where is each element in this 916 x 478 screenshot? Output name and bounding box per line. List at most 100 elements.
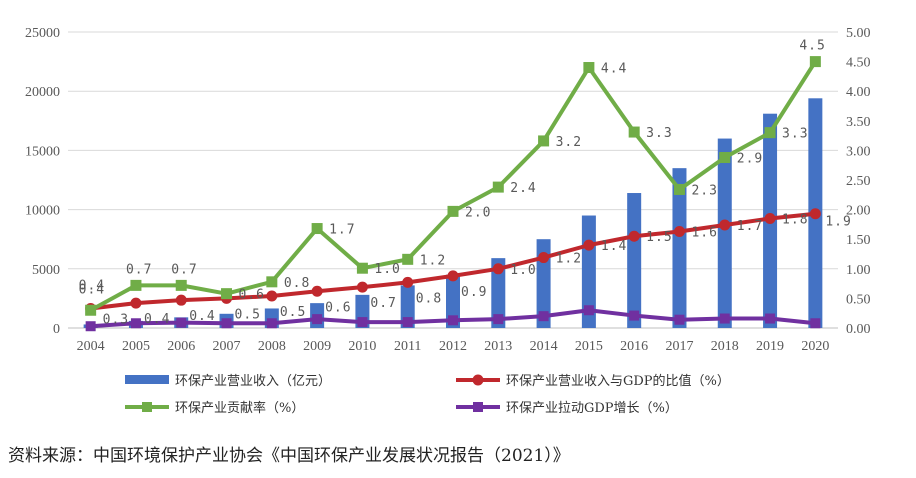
contribution-marker: [673, 183, 685, 195]
ratio-marker: [356, 281, 368, 293]
x-tick-label: 2004: [77, 339, 105, 354]
contribution-label: 2.9: [737, 152, 763, 167]
ratio-label: 1.7: [737, 219, 763, 234]
y-axis-left: 0 5000 10000 15000 20000 25000: [25, 26, 60, 337]
series-markers: [85, 56, 821, 332]
ratio-label: 0.4: [144, 312, 170, 327]
y-right-tick-label: 4.00: [846, 85, 871, 100]
contribution-marker: [85, 304, 97, 316]
x-axis: 2004 2005 2006 2007 2008 2009 2010 2011 2012 2013…: [77, 339, 830, 354]
x-tick-label: 2015: [575, 339, 603, 354]
revenue-bar: [446, 274, 460, 328]
y-right-tick-label: 0.00: [846, 322, 871, 337]
contribution-marker: [719, 152, 731, 164]
revenue-bar: [491, 258, 506, 328]
gdp-pull-marker: [583, 305, 594, 316]
gdp-pull-marker: [765, 313, 776, 324]
data-labels: 0.4 0.7 0.7 0.6 0.8 1.7 1.0 1.2 2.0 2.4 3.2 4.4 3.3 2…: [79, 39, 851, 328]
contribution-label: 3.3: [782, 127, 808, 142]
legend-label: 环保产业营业收入（亿元）: [175, 374, 331, 389]
ratio-marker: [447, 270, 459, 282]
y-left-tick-label: 15000: [25, 144, 60, 159]
ratio-label: 0.4: [79, 279, 105, 294]
revenue-bar: [627, 193, 642, 328]
contribution-label: 1.0: [374, 262, 400, 277]
contribution-label: 2.0: [465, 205, 491, 220]
contribution-marker: [447, 205, 459, 217]
contribution-label: 3.3: [646, 126, 672, 141]
contribution-label: 2.3: [691, 183, 717, 198]
contribution-marker: [628, 126, 640, 138]
ratio-label: 1.4: [601, 239, 627, 254]
revenue-bar: [672, 168, 687, 328]
contribution-marker: [583, 62, 595, 74]
contribution-marker: [764, 127, 776, 139]
ratio-marker: [719, 219, 731, 231]
contribution-label: 0.8: [284, 276, 310, 291]
ratio-label: 0.5: [280, 305, 306, 320]
legend-label: 环保产业拉动GDP增长（%）: [506, 401, 678, 416]
x-tick-label: 2014: [530, 339, 558, 354]
gdp-pull-marker: [221, 318, 232, 329]
combo-chart: 0.4 0.7 0.7 0.6 0.8 1.7 1.0 1.2 2.0 2.4 3.2 4.4 3.3 2…: [25, 26, 871, 416]
y-right-tick-label: 2.50: [846, 174, 871, 189]
legend-marker: [472, 374, 484, 386]
ratio-label: 1.6: [691, 226, 717, 241]
contribution-label: 0.6: [239, 288, 265, 303]
contribution-marker: [175, 279, 187, 291]
contribution-marker: [492, 181, 504, 193]
x-tick-label: 2019: [756, 339, 784, 354]
y-right-tick-label: 5.00: [846, 26, 871, 41]
ratio-label: 0.7: [370, 296, 396, 311]
legend-label: 环保产业贡献率（%）: [175, 400, 304, 416]
source-note: 资料来源：中国环境保护产业协会《中国环保产业发展状况报告（2021）》: [8, 446, 570, 466]
ratio-label: 1.0: [510, 263, 536, 278]
x-tick-label: 2007: [213, 339, 241, 354]
ratio-label: 1.5: [646, 230, 672, 245]
contribution-marker: [130, 279, 142, 291]
y-right-tick-label: 1.00: [846, 263, 871, 278]
gdp-pull-marker: [130, 318, 141, 329]
contribution-label: 0.7: [171, 262, 197, 277]
x-tick-label: 2009: [303, 339, 331, 354]
ratio-marker: [175, 294, 187, 306]
gdp-pull-marker: [448, 315, 458, 326]
ratio-label: 1.8: [782, 212, 808, 227]
gdp-pull-marker: [629, 310, 640, 321]
y-right-tick-label: 0.50: [846, 292, 871, 307]
x-tick-label: 2013: [484, 339, 512, 354]
ratio-marker: [492, 263, 504, 275]
contribution-marker: [809, 56, 821, 68]
gdp-pull-marker: [85, 321, 96, 332]
y-axis-right: 0.00 0.50 1.00 1.50 2.00 2.50 3.00 3.50 4.00 4.50…: [846, 26, 871, 337]
legend-marker: [142, 402, 152, 412]
y-left-tick-label: 25000: [25, 26, 60, 41]
y-right-tick-label: 2.00: [846, 204, 871, 219]
contribution-marker: [538, 135, 550, 147]
ratio-marker: [311, 285, 323, 297]
ratio-marker: [130, 297, 142, 309]
contribution-marker: [221, 288, 233, 300]
legend: 环保产业营业收入（亿元） 环保产业营业收入与GDP的比值（%） 环保产业贡献率（%）…: [125, 373, 730, 416]
ratio-label: 0.5: [235, 307, 261, 322]
gdp-pull-marker: [176, 317, 187, 328]
ratio-marker: [266, 290, 278, 302]
x-tick-label: 2018: [711, 339, 739, 354]
ratio-marker: [628, 230, 640, 242]
x-tick-label: 2008: [258, 339, 286, 354]
x-tick-label: 2006: [167, 339, 195, 354]
ratio-label: 0.4: [189, 309, 215, 324]
x-tick-label: 2020: [801, 339, 829, 354]
x-tick-label: 2011: [394, 339, 421, 354]
contribution-marker: [402, 253, 414, 265]
gdp-pull-marker: [719, 313, 730, 324]
gdp-pull-label: 0.3: [103, 313, 129, 328]
gdp-pull-marker: [493, 314, 504, 325]
ratio-label: 0.9: [461, 285, 487, 300]
ratio-label: 1.2: [556, 252, 582, 267]
contribution-label: 0.4: [79, 283, 105, 298]
y-left-tick-label: 5000: [32, 263, 60, 278]
ratio-label: 1.9: [825, 215, 851, 230]
ratio-marker: [583, 239, 595, 251]
legend-label: 环保产业营业收入与GDP的比值（%）: [506, 373, 730, 389]
